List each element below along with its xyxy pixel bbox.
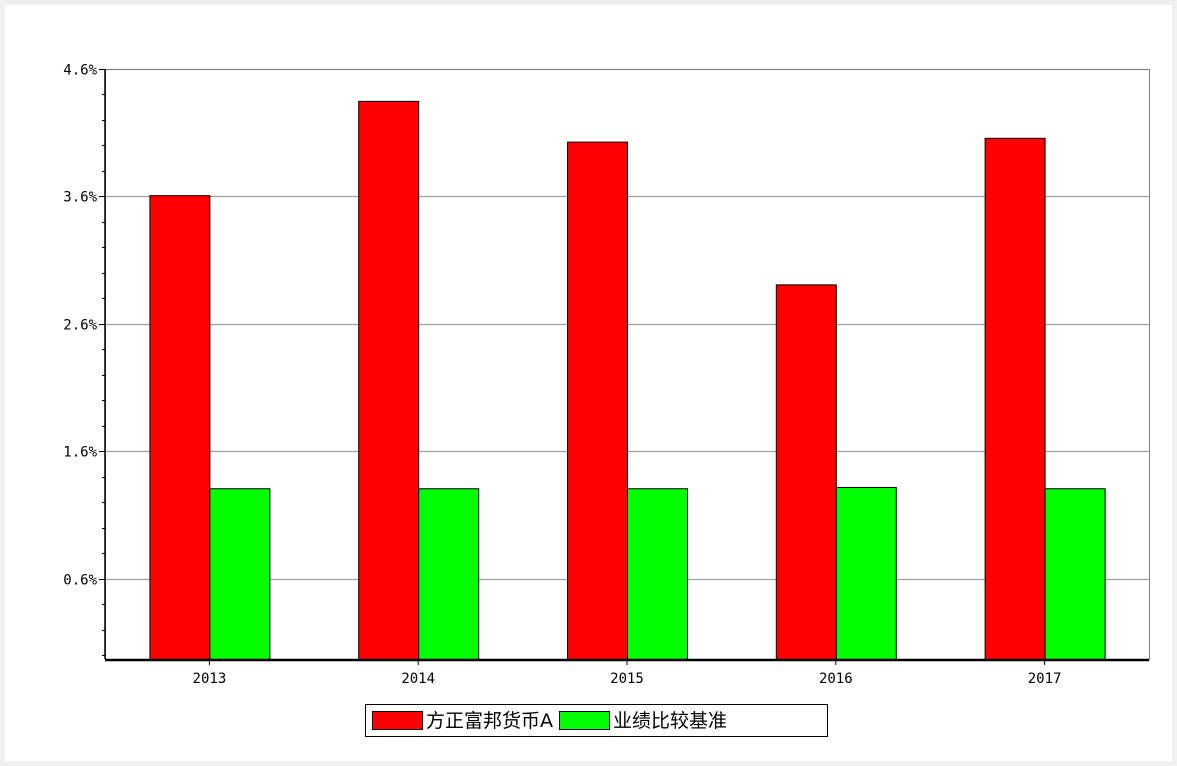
y-tick-label: 1.6%: [63, 445, 97, 461]
legend-label-fund: 方正富邦货币A: [426, 710, 553, 732]
legend-swatch-fund: [372, 711, 423, 730]
bar-fund-2014: [358, 100, 420, 661]
bar-benchmark-2016: [835, 486, 897, 660]
x-tick-label: 2016: [819, 671, 853, 687]
x-axis-ticks: 2013 2014 2015 2016 2017: [193, 659, 1062, 687]
legend: 方正富邦货币A 业绩比较基准: [365, 704, 828, 737]
bars: [149, 100, 1106, 661]
bar-benchmark-2013: [209, 488, 271, 660]
legend-label-benchmark: 业绩比较基准: [613, 710, 727, 732]
bar-benchmark-2017: [1044, 488, 1106, 660]
y-tick-label: 0.6%: [63, 573, 97, 589]
y-axis-ticks: 0.6% 1.6% 2.6% 3.6% 4.6%: [63, 63, 105, 656]
x-tick-label: 2017: [1028, 671, 1062, 687]
y-tick-label: 4.6%: [63, 63, 97, 79]
chart-frame: 0.6% 1.6% 2.6% 3.6% 4.6% 2013 2014 2015 2016 201…: [5, 5, 1172, 761]
x-tick-label: 2013: [193, 671, 227, 687]
x-tick-label: 2015: [610, 671, 644, 687]
y-tick-label: 2.6%: [63, 318, 97, 334]
legend-swatch-benchmark: [559, 711, 610, 730]
bar-fund-2017: [984, 137, 1046, 661]
bar-benchmark-2015: [627, 488, 688, 660]
x-tick-label: 2014: [401, 671, 435, 687]
bar-fund-2013: [149, 195, 211, 660]
bar-chart: 0.6%1.6%2.6%3.6%4.6% 2013 2014 2015 2016 201…: [63, 63, 1150, 737]
bar-benchmark-2014: [418, 488, 480, 660]
bar-fund-2015: [567, 141, 628, 660]
y-tick-label: 3.6%: [63, 190, 97, 206]
bar-fund-2016: [775, 284, 837, 660]
